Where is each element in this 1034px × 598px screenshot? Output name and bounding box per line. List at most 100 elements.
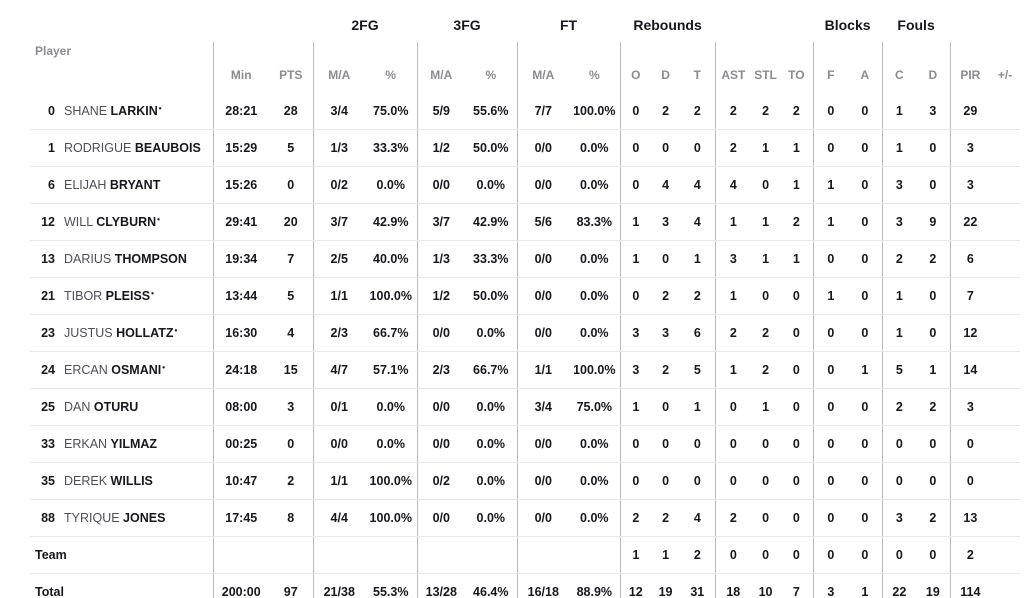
player-first-name: ERCAN: [64, 363, 112, 377]
cell-blk-f: 0: [812, 462, 849, 500]
cell-fg3-pct: 50.0%: [465, 129, 518, 167]
cell-ft-pct: 0.0%: [569, 462, 621, 500]
cell-fg2-pct: 55.3%: [365, 573, 418, 598]
cell-foul-d: 2: [916, 388, 951, 426]
cell-reb-t: 0: [680, 462, 716, 500]
cell-ft-ma: 16/18: [516, 573, 570, 598]
player-cell[interactable]: 25 DAN OTURU: [30, 388, 213, 426]
player-cell[interactable]: 21 TIBOR PLEISS•: [30, 277, 213, 315]
jersey-number: 24: [41, 363, 55, 377]
column-header-reb-o: O: [619, 42, 652, 93]
cell-ft-pct: 100.0%: [569, 93, 621, 130]
cell-ast: 18: [714, 573, 752, 598]
cell-reb-t: 1: [680, 240, 716, 278]
column-header-reb-t: T: [693, 68, 701, 82]
cell-fg3-ma: 1/2: [416, 277, 466, 315]
jersey-number: 1: [48, 141, 55, 155]
cell-reb-t: 6: [680, 314, 716, 352]
cell-fg3-ma: 0/0: [416, 388, 466, 426]
cell-blk-a: 0: [848, 203, 883, 241]
cell-reb-o: 1: [619, 388, 652, 426]
cell-fg2-ma: 4/7: [312, 351, 365, 389]
jersey-number: 0: [48, 104, 55, 118]
cell-foul-d: 19: [916, 573, 951, 598]
cell-fg2-ma: 1/1: [312, 277, 365, 315]
cell-fg3-ma: 0/0: [416, 314, 466, 352]
player-first-name: ELIJAH: [64, 178, 110, 192]
cell-fg3-ma: 0/2: [416, 462, 466, 500]
cell-fg2-ma: 0/2: [312, 166, 365, 204]
cell-reb-d: 0: [651, 425, 681, 463]
cell-ft-pct: 0.0%: [569, 166, 621, 204]
cell-blk-a: 0: [848, 166, 883, 204]
cell-fg3-pct: 42.9%: [465, 203, 518, 241]
player-last-name: HOLLATZ: [116, 326, 174, 340]
player-cell[interactable]: 35 DEREK WILLIS: [30, 462, 213, 500]
cell-fg2-ma: 21/38: [312, 573, 365, 598]
group-header-blocks: Blocks: [824, 17, 871, 33]
cell-foul-d: 2: [916, 240, 951, 278]
cell-foul-d: 0: [916, 425, 951, 463]
cell-ast: 2: [714, 93, 752, 130]
cell-fg3-ma: 3/7: [416, 203, 466, 241]
player-cell[interactable]: 33 ERKAN YILMAZ: [30, 425, 213, 463]
player-last-name: CLYBURN: [96, 215, 157, 229]
player-row: 88 TYRIQUE JONES 17:45 8 4/4 100.0% 0/0 0.0% 0/0…: [30, 499, 1021, 537]
cell-reb-d: 0: [651, 388, 681, 426]
player-cell[interactable]: 1 RODRIGUE BEAUBOIS: [30, 129, 213, 167]
player-cell[interactable]: 24 ERCAN OSMANI•: [30, 351, 213, 389]
player-first-name: DAN: [64, 400, 94, 414]
cell-stl: 10: [751, 573, 781, 598]
cell-ft-ma: 0/0: [516, 425, 570, 463]
cell-reb-d: 2: [651, 93, 681, 130]
player-first-name: DARIUS: [64, 252, 115, 266]
cell-ft-pct: 0.0%: [569, 499, 621, 537]
column-header-foul-d: D: [928, 68, 938, 82]
cell-fg3-pct: [465, 536, 518, 574]
cell-pir: 0: [949, 462, 991, 500]
cell-ast: 1: [714, 203, 752, 241]
cell-fg2-pct: 100.0%: [365, 277, 418, 315]
player-cell[interactable]: 23 JUSTUS HOLLATZ•: [30, 314, 213, 352]
player-cell[interactable]: 88 TYRIQUE JONES: [30, 499, 213, 537]
cell-fg2-ma: 2/3: [312, 314, 365, 352]
player-row: 23 JUSTUS HOLLATZ• 16:30 4 2/3 66.7% 0/0 0.0% 0/…: [30, 314, 1021, 352]
cell-ft-pct: 75.0%: [569, 388, 621, 426]
cell-foul-c: 1: [881, 129, 917, 167]
player-last-name: BRYANT: [109, 178, 161, 192]
cell-pts: 2: [269, 462, 313, 500]
player-first-name: TYRIQUE: [64, 511, 124, 525]
cell-to: 0: [780, 425, 814, 463]
cell-min: 19:34: [212, 240, 269, 278]
cell-pir: 22: [949, 203, 991, 241]
player-cell[interactable]: 6 ELIJAH BRYANT: [30, 166, 213, 204]
player-cell: Team: [30, 536, 213, 574]
cell-fg2-ma: 2/5: [312, 240, 365, 278]
jersey-number: 35: [41, 474, 55, 488]
cell-ft-pct: 0.0%: [569, 277, 621, 315]
cell-ast: 2: [714, 499, 752, 537]
cell-reb-t: 4: [680, 499, 716, 537]
player-cell[interactable]: 12 WILL CLYBURN•: [30, 203, 213, 241]
cell-min: 24:18: [212, 351, 269, 389]
cell-reb-o: 0: [619, 277, 652, 315]
cell-min: [212, 536, 269, 574]
cell-fg2-ma: 0/1: [312, 388, 365, 426]
cell-fg3-ma: [416, 536, 466, 574]
column-header-stl: STL: [754, 68, 777, 82]
player-cell[interactable]: 0 SHANE LARKIN•: [30, 93, 213, 130]
cell-pir: 3: [949, 166, 991, 204]
cell-blk-a: 0: [848, 499, 883, 537]
column-header-3fg-pct: %: [485, 68, 497, 82]
cell-reb-d: 4: [651, 166, 681, 204]
cell-fg2-pct: 100.0%: [365, 499, 418, 537]
cell-reb-o: 1: [619, 536, 652, 574]
player-cell[interactable]: 13 DARIUS THOMPSON: [30, 240, 213, 278]
cell-fg3-pct: 0.0%: [465, 388, 518, 426]
cell-reb-o: 0: [619, 166, 652, 204]
jersey-number: 21: [41, 289, 55, 303]
cell-foul-c: 0: [881, 425, 917, 463]
cell-pir: 12: [949, 314, 991, 352]
cell-fg2-pct: 40.0%: [365, 240, 418, 278]
group-spacer: [715, 8, 813, 42]
